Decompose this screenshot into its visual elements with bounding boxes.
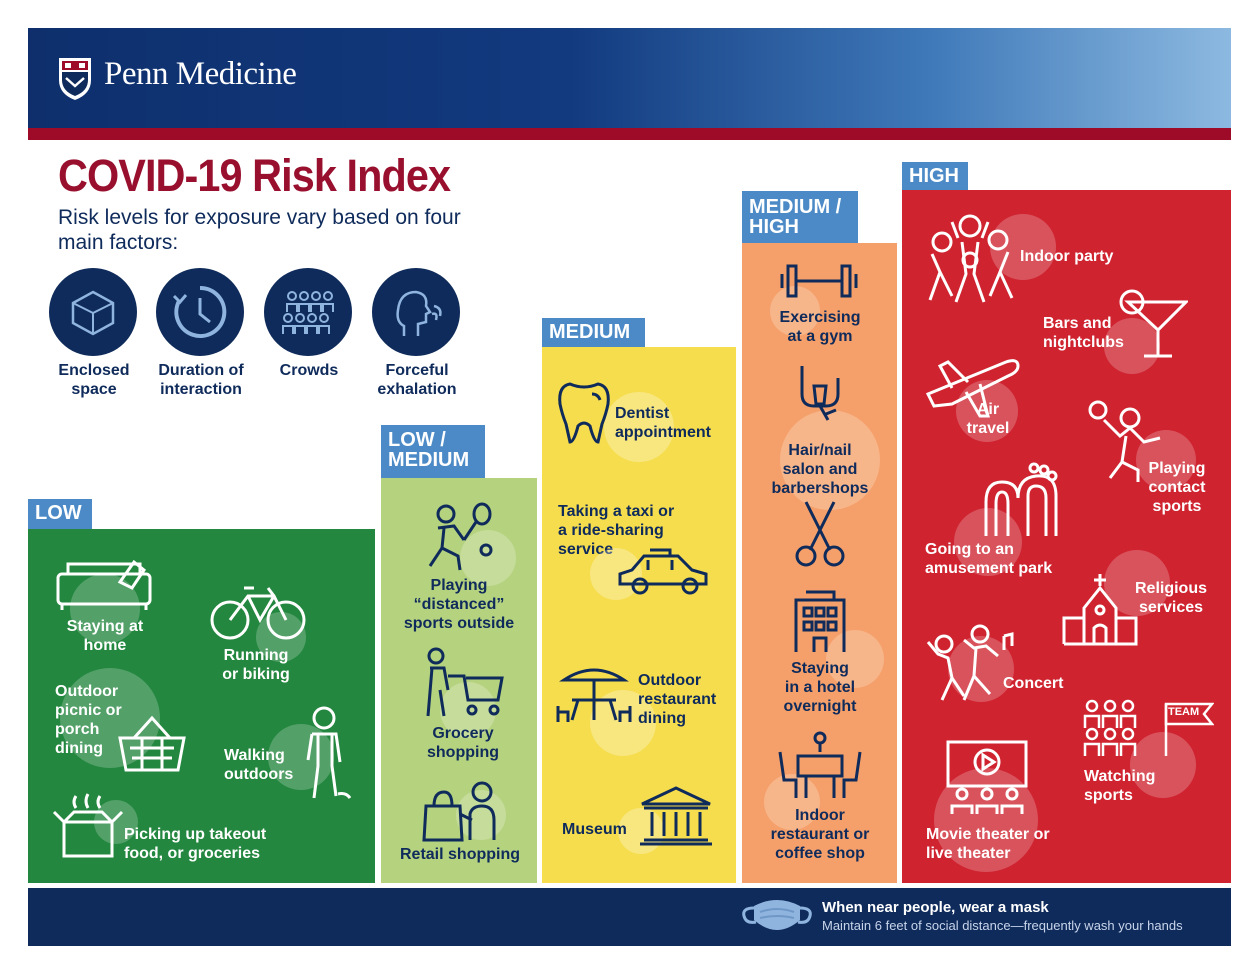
indoor-dining-icon: [778, 731, 862, 798]
page-subtitle: Risk levels for exposure vary based on f…: [58, 206, 461, 254]
bubble: [1130, 732, 1196, 798]
high-item-watching: Watching sports: [1084, 768, 1156, 804]
low-item-picnic: Outdoor picnic or porch dining: [55, 683, 122, 757]
factor-label-crowds: Crowds: [279, 362, 339, 379]
bubble: [1104, 318, 1160, 374]
high-item-movie: Movie theater or live theater: [926, 826, 1050, 862]
concert-dancers-icon: [926, 624, 1014, 701]
grocery-cart-icon: [426, 647, 504, 717]
bubble: [954, 508, 1022, 576]
cube-icon: [71, 290, 115, 336]
roller-coaster-icon: [984, 462, 1058, 536]
tooth-icon: [558, 382, 610, 444]
high-item-concert: Concert: [1003, 675, 1064, 692]
medium-item-museum: Museum: [562, 821, 627, 838]
bicycle-icon: [210, 586, 306, 640]
penn-shield-icon: [59, 58, 91, 100]
bubble: [460, 530, 516, 586]
factor-enclosed-space: [49, 268, 137, 356]
low-item-walking: Walking outdoors: [224, 747, 294, 783]
picnic-basket-icon: [118, 715, 186, 772]
scissors-icon: [795, 501, 845, 567]
factor-crowds: [264, 268, 352, 356]
high-item-party: Indoor party: [1020, 248, 1114, 265]
high-tab: HIGH: [902, 162, 968, 190]
sports-fans-icon: [1083, 699, 1214, 756]
low-medium-tab: LOW / MEDIUM: [381, 425, 485, 478]
bubble: [826, 630, 884, 688]
medium-item-dentist: Dentist appointment: [615, 405, 711, 441]
low-item-biking: Running or biking: [222, 647, 290, 683]
brand-name: Penn Medicine: [104, 56, 297, 92]
tennis-player-icon: [428, 502, 493, 571]
movie-theater-icon: [946, 740, 1028, 814]
walking-person-icon: [306, 706, 352, 799]
high-item-amusement: Going to an amusement park: [925, 541, 1053, 577]
shopping-bag-icon: [422, 781, 496, 842]
low-item-home: Staying at home: [66, 618, 144, 654]
takeout-box-icon: [52, 793, 124, 858]
medium-high-item-hotel: Staying in a hotel overnight: [783, 660, 857, 715]
airplane-icon: [925, 359, 1020, 418]
mask-icon: [742, 900, 812, 930]
factor-exhalation: [372, 268, 460, 356]
contact-sports-icon: [1088, 400, 1161, 482]
team-flag-text: TEAM: [1168, 706, 1200, 718]
footer-banner: [28, 888, 1231, 946]
high-column: [902, 190, 1231, 883]
high-item-air: Air travel: [966, 401, 1010, 437]
header-banner: [28, 28, 1231, 128]
low-item-takeout: Picking up takeout food, or groceries: [124, 826, 267, 862]
church-icon: [1062, 574, 1138, 646]
bubble: [618, 808, 664, 854]
bubble: [590, 548, 642, 600]
bubble: [764, 774, 820, 830]
cocktail-icon: [1119, 289, 1188, 358]
low-medium-column: [381, 478, 537, 883]
hotel-icon: [794, 590, 846, 652]
factor-label-exhalation: Forceful exhalation: [377, 362, 457, 398]
factor-label-duration: Duration of interaction: [158, 362, 244, 398]
medium-high-item-indoor-restaurant: Indoor restaurant or coffee shop: [770, 807, 870, 862]
medium-high-item-gym: Exercising at a gym: [779, 309, 861, 345]
factor-duration: [156, 268, 244, 356]
page-title: COVID-19 Risk Index: [58, 150, 451, 201]
header-stripe: [28, 128, 1231, 140]
low-medium-item-sports: Playing “distanced” sports outside: [403, 577, 515, 632]
medium-item-outdoor-dining: Outdoor restaurant dining: [638, 672, 717, 727]
party-people-icon: [928, 214, 1014, 303]
high-item-contact: Playing contact sports: [1148, 460, 1206, 515]
dumbbell-icon: [780, 264, 858, 298]
outdoor-table-umbrella-icon: [556, 668, 632, 722]
low-column: [28, 529, 375, 883]
high-item-bars: Bars and nightclubs: [1043, 315, 1124, 351]
low-medium-item-grocery: Grocery shopping: [427, 725, 499, 761]
medium-item-taxi: Taking a taxi or a ride-sharing service: [558, 503, 675, 558]
exhalation-icon: [396, 290, 442, 336]
high-item-religious: Religious services: [1134, 580, 1207, 616]
low-tab: LOW: [28, 499, 92, 529]
couch-icon: [56, 559, 152, 610]
crowd-icon: [282, 291, 334, 334]
museum-icon: [640, 786, 712, 846]
bubble: [604, 392, 674, 462]
medium-tab: MEDIUM: [542, 318, 645, 347]
factor-label-enclosed: Enclosed space: [58, 362, 130, 398]
nail-polish-icon: [800, 366, 840, 421]
bubble: [780, 410, 880, 510]
medium-high-tab: MEDIUM / HIGH: [742, 191, 858, 243]
footer-distance-text: Maintain 6 feet of social distance—frequ…: [822, 918, 1183, 933]
footer-mask-text: When near people, wear a mask: [822, 899, 1049, 916]
low-medium-item-retail: Retail shopping: [400, 846, 520, 863]
medium-high-item-salon: Hair/nail salon and barbershops: [771, 442, 869, 497]
clock-icon: [172, 285, 227, 338]
taxi-icon: [618, 548, 708, 595]
